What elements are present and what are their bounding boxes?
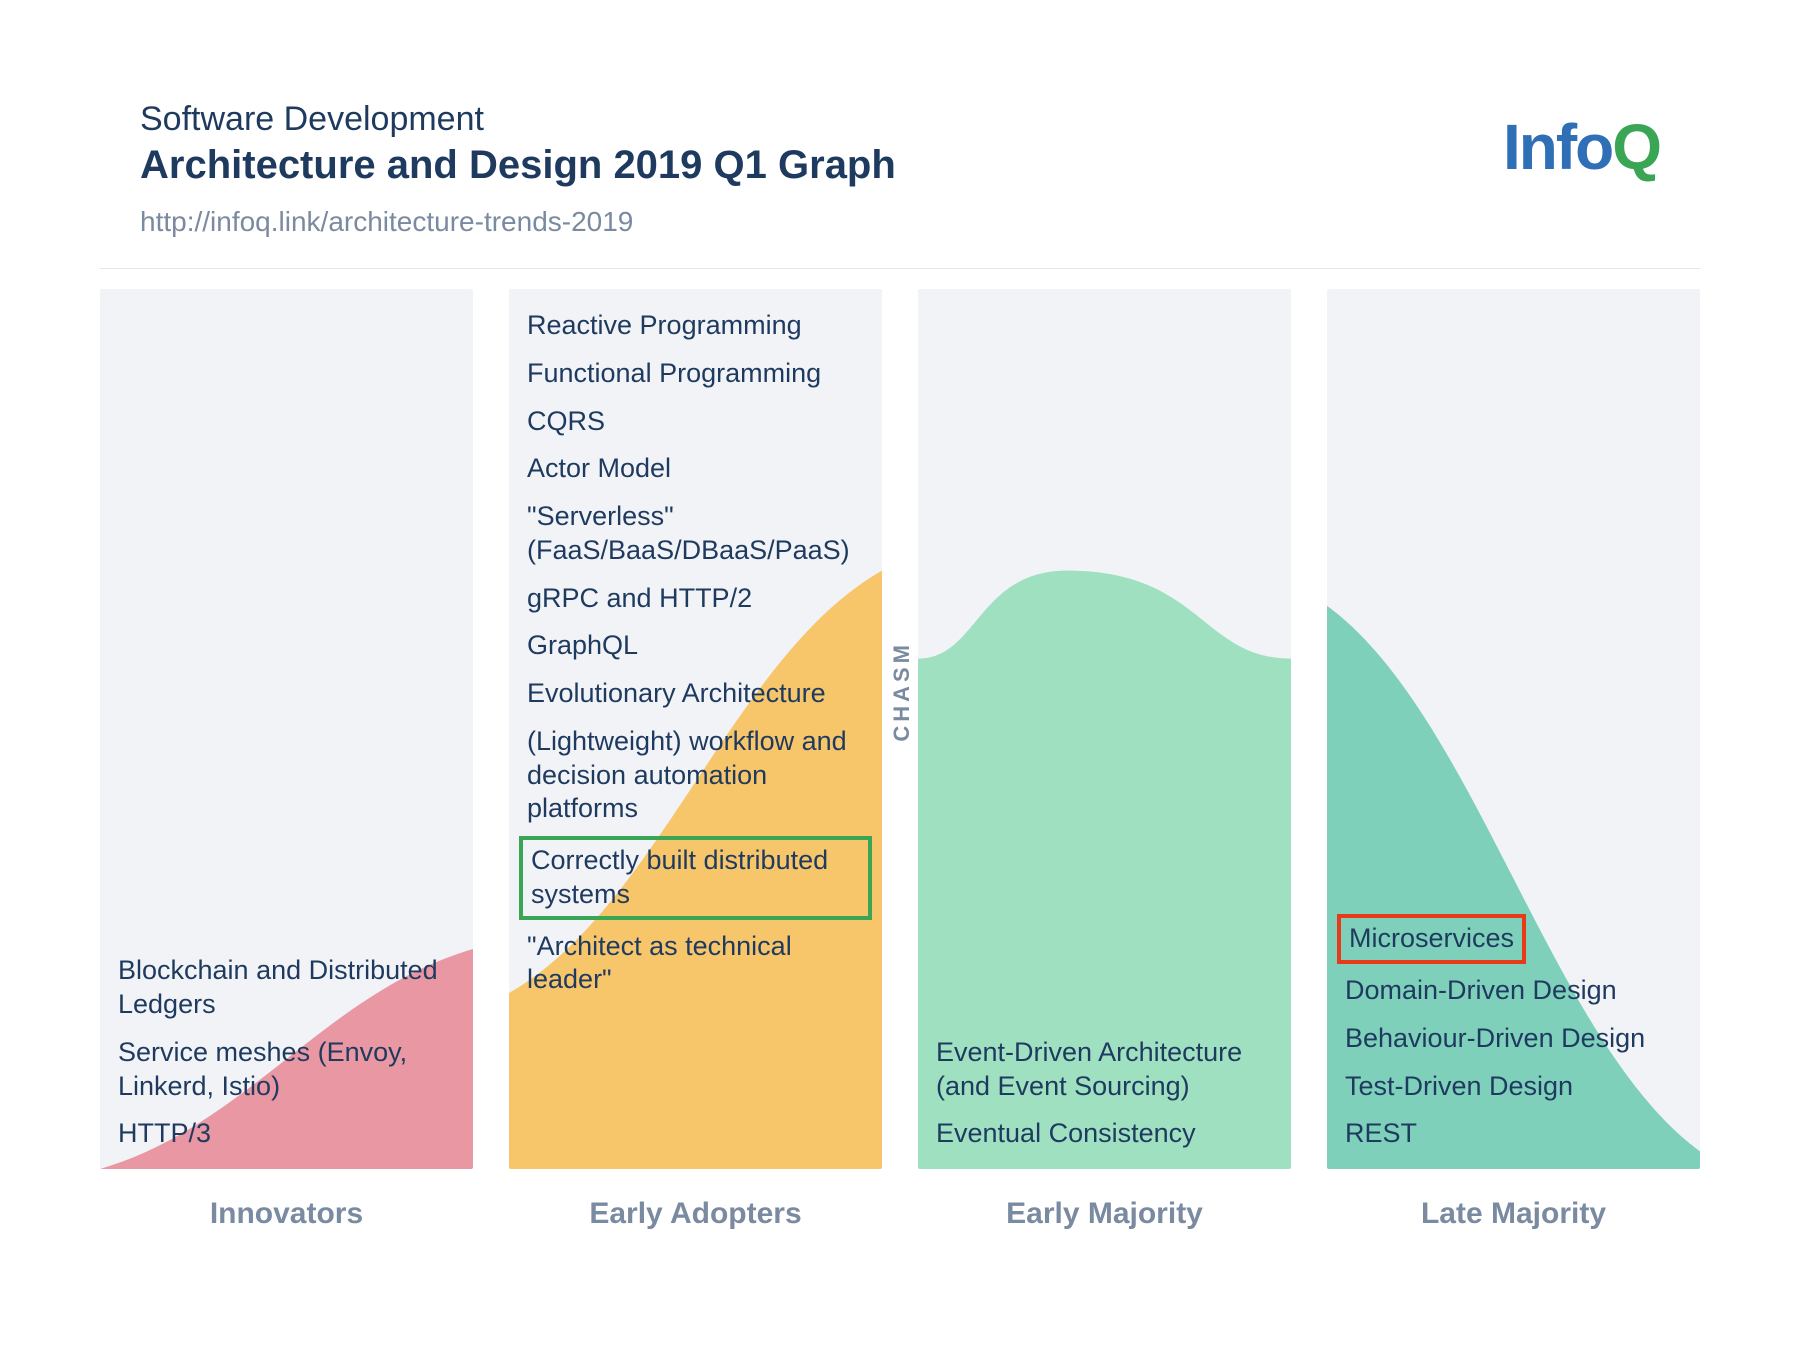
chart-area: Blockchain and Distributed Ledgers Servic… — [100, 289, 1700, 1169]
chart-canvas: Software Development Architecture and De… — [90, 40, 1710, 1320]
chasm-label: CHASM — [889, 641, 915, 742]
column-items: Reactive Programming Functional Programmi… — [509, 309, 882, 1015]
column-early-majority: Event-Driven Architecture (and Event Sou… — [918, 289, 1291, 1169]
axis-label-early-majority: Early Majority — [918, 1197, 1291, 1231]
column-late-majority: Microservices Domain-Driven Design Behavio… — [1327, 289, 1700, 1169]
tech-item: Domain-Driven Design — [1345, 974, 1682, 1008]
supertitle: Software Development — [140, 100, 1503, 139]
tech-item: CQRS — [527, 405, 864, 439]
tech-item: "Architect as technical leader" — [527, 930, 864, 998]
logo-text-q: Q — [1612, 111, 1660, 183]
tech-item: HTTP/3 — [118, 1117, 455, 1151]
tech-item: gRPC and HTTP/2 — [527, 582, 864, 616]
tech-item: Correctly built distributed systems — [519, 836, 872, 920]
axis-labels: Innovators Early Adopters Early Majority La… — [100, 1197, 1700, 1231]
tech-item: Actor Model — [527, 452, 864, 486]
axis-label-late-majority: Late Majority — [1327, 1197, 1700, 1231]
column-early-adopters: Reactive Programming Functional Programmi… — [509, 289, 882, 1169]
axis-label-early-adopters: Early Adopters — [509, 1197, 882, 1231]
tech-item: Eventual Consistency — [936, 1117, 1273, 1151]
tech-item: Evolutionary Architecture — [527, 677, 864, 711]
tech-item: Service meshes (Envoy, Linkerd, Istio) — [118, 1036, 455, 1104]
tech-item: Test-Driven Design — [1345, 1070, 1682, 1104]
tech-item: (Lightweight) workflow and decision auto… — [527, 725, 864, 826]
header: Software Development Architecture and De… — [90, 40, 1710, 268]
tech-item: GraphQL — [527, 629, 864, 663]
tech-item: Reactive Programming — [527, 309, 864, 343]
column-innovators: Blockchain and Distributed Ledgers Servic… — [100, 289, 473, 1169]
source-link: http://infoq.link/architecture-trends-20… — [140, 206, 1503, 238]
axis-label-innovators: Innovators — [100, 1197, 473, 1231]
header-text: Software Development Architecture and De… — [140, 100, 1503, 238]
column-items: MicroservicesDomain-Driven DesignBehavio… — [1327, 918, 1700, 1169]
tech-item: Blockchain and Distributed Ledgers — [118, 954, 455, 1022]
tech-item: Behaviour-Driven Design — [1345, 1022, 1682, 1056]
page-title: Architecture and Design 2019 Q1 Graph — [140, 143, 1503, 188]
tech-item: REST — [1345, 1117, 1682, 1151]
tech-item: Microservices — [1337, 914, 1526, 964]
tech-item: Event-Driven Architecture (and Event Sou… — [936, 1036, 1273, 1104]
column-items: Event-Driven Architecture (and Event Sou… — [918, 1036, 1291, 1169]
logo-text-info: Info — [1503, 111, 1612, 183]
column-items: Blockchain and Distributed Ledgers Servic… — [100, 954, 473, 1169]
header-divider — [100, 268, 1700, 269]
tech-item: "Serverless" (FaaS/BaaS/DBaaS/PaaS) — [527, 500, 864, 568]
infoq-logo: InfoQ — [1503, 100, 1660, 184]
tech-item: Functional Programming — [527, 357, 864, 391]
